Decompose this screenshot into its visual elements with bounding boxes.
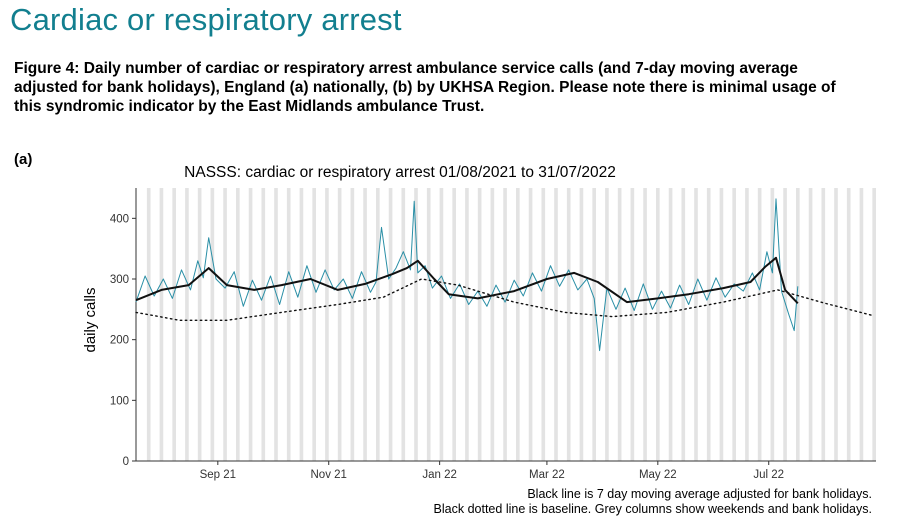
- weekend-column: [605, 188, 609, 461]
- weekend-column: [796, 188, 800, 461]
- weekend-column: [146, 188, 151, 461]
- weekend-column: [223, 188, 227, 461]
- weekend-column: [566, 188, 571, 461]
- weekend-column: [617, 188, 622, 461]
- x-tick-label: Nov 21: [311, 469, 347, 481]
- weekend-column: [210, 188, 215, 461]
- weekend-column: [452, 188, 456, 461]
- weekend-column: [414, 188, 418, 461]
- weekend-column: [248, 188, 253, 461]
- chart-title: NASSS: cardiac or respiratory arrest 01/…: [184, 164, 616, 181]
- weekend-column: [528, 188, 533, 461]
- weekend-column: [872, 188, 876, 461]
- x-tick-label: Mar 22: [529, 469, 565, 481]
- weekend-column: [694, 188, 698, 461]
- x-tick-label: Jan 22: [422, 469, 457, 481]
- weekend-column: [299, 188, 304, 461]
- weekend-column: [783, 188, 787, 461]
- page-heading: Cardiac or respiratory arrest: [10, 2, 402, 37]
- x-tick-label: Sep 21: [200, 469, 236, 481]
- series-line-moving-average: [135, 256, 799, 304]
- weekend-column: [274, 188, 278, 461]
- chart-series: [135, 198, 874, 352]
- weekend-column: [643, 188, 647, 461]
- weekend-column: [312, 188, 316, 461]
- series-line-daily: [135, 198, 799, 352]
- weekend-column: [197, 188, 202, 461]
- weekend-column: [426, 188, 431, 461]
- weekend-column: [706, 188, 711, 461]
- weekend-column: [592, 188, 596, 461]
- weekend-column: [808, 188, 813, 461]
- weekend-column: [261, 188, 266, 461]
- weekend-column: [859, 188, 864, 461]
- weekend-column: [363, 188, 367, 461]
- weekend-column: [770, 188, 775, 461]
- weekend-column: [668, 188, 673, 461]
- weekend-column: [516, 188, 520, 461]
- weekend-column: [732, 188, 736, 461]
- series-line-baseline: [135, 278, 874, 321]
- weekend-column: [554, 188, 558, 461]
- weekend-column: [719, 188, 724, 461]
- panel-label: (a): [14, 151, 33, 168]
- x-tick-label: May 22: [639, 469, 677, 481]
- weekend-column: [172, 188, 176, 461]
- weekend-column: [401, 188, 406, 461]
- weekend-column: [846, 188, 851, 461]
- y-tick-label: 200: [110, 335, 129, 347]
- weekend-column: [490, 188, 495, 461]
- footnote-baseline: Black dotted line is baseline. Grey colu…: [433, 502, 872, 516]
- weekend-column: [477, 188, 482, 461]
- figure-caption: Figure 4: Daily number of cardiac or res…: [14, 60, 836, 115]
- weekend-column: [503, 188, 507, 461]
- weekend-column: [630, 188, 635, 461]
- weekend-columns: [146, 188, 876, 461]
- weekend-column: [821, 188, 826, 461]
- weekend-column: [439, 188, 444, 461]
- weekend-column: [236, 188, 240, 461]
- y-tick-label: 300: [110, 274, 129, 286]
- weekend-column: [350, 188, 355, 461]
- weekend-column: [541, 188, 546, 461]
- weekend-column: [286, 188, 291, 461]
- chart-axes: 0 100 200 300 400 Sep 21 Nov 21 Jan 22 Mar 22 May…: [110, 188, 876, 481]
- x-tick-label: Jul 22: [753, 469, 784, 481]
- weekend-column: [159, 188, 164, 461]
- weekend-column: [834, 188, 838, 461]
- weekend-column: [376, 188, 380, 461]
- weekend-column: [579, 188, 584, 461]
- footnote-moving-average: Black line is 7 day moving average adjus…: [527, 487, 872, 501]
- y-axis-label: daily calls: [82, 287, 99, 352]
- y-tick-label: 400: [110, 213, 129, 225]
- weekend-column: [465, 188, 469, 461]
- y-tick-label: 100: [110, 395, 129, 407]
- weekend-column: [325, 188, 329, 461]
- weekend-column: [681, 188, 686, 461]
- weekend-column: [388, 188, 393, 461]
- weekend-column: [745, 188, 749, 461]
- weekend-column: [185, 188, 189, 461]
- weekend-column: [337, 188, 342, 461]
- weekend-column: [656, 188, 660, 461]
- weekend-column: [757, 188, 762, 461]
- y-tick-label: 0: [123, 456, 129, 468]
